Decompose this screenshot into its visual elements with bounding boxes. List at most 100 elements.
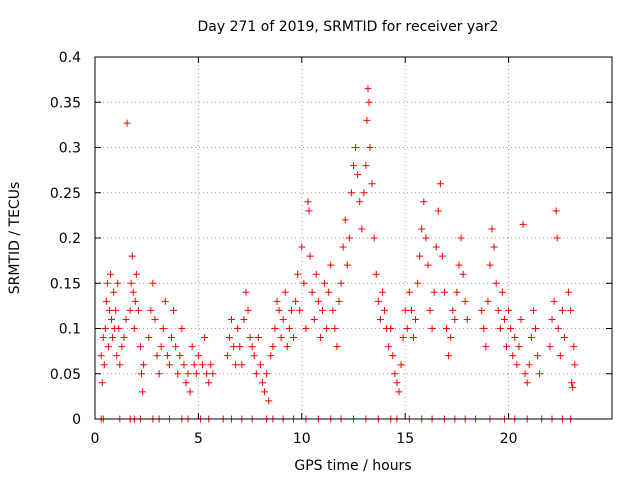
data-point	[128, 252, 136, 260]
data-point	[364, 85, 372, 93]
data-point	[99, 334, 107, 342]
data-point	[434, 207, 442, 215]
data-point	[306, 252, 314, 260]
y-tick-label: 0.15	[50, 276, 81, 292]
data-point	[316, 334, 324, 342]
x-tick-label: 20	[500, 431, 518, 447]
data-point	[376, 315, 384, 323]
data-point	[261, 388, 269, 396]
data-point	[567, 306, 575, 314]
data-point	[176, 352, 184, 360]
data-point	[252, 370, 260, 378]
data-point	[172, 343, 180, 351]
y-tick-label: 0.05	[50, 367, 81, 383]
data-point	[553, 234, 561, 242]
data-point	[238, 361, 246, 369]
data-point	[134, 306, 142, 314]
data-point	[345, 234, 353, 242]
data-point	[230, 343, 238, 351]
data-point	[331, 325, 339, 332]
grid-lines	[95, 57, 612, 419]
data-point	[401, 306, 409, 314]
data-point	[399, 334, 407, 342]
data-point	[254, 334, 262, 342]
x-tick-label: 10	[293, 431, 311, 447]
data-point	[263, 370, 271, 378]
y-tick-label: 0.25	[50, 186, 81, 202]
data-point	[365, 98, 373, 106]
data-point	[366, 144, 374, 151]
data-point	[430, 288, 438, 296]
data-point	[131, 297, 139, 305]
data-point	[225, 334, 233, 342]
data-point	[123, 119, 131, 127]
data-point	[409, 334, 417, 342]
data-point	[337, 279, 345, 287]
y-tick-label: 0.3	[59, 141, 81, 157]
data-point	[323, 325, 331, 332]
data-point	[552, 207, 560, 215]
data-point	[186, 388, 194, 396]
data-point	[556, 352, 564, 360]
data-point	[232, 361, 240, 369]
data-point	[362, 162, 370, 170]
data-point	[498, 288, 506, 296]
data-point	[395, 388, 403, 396]
data-point	[428, 325, 436, 332]
data-point	[358, 225, 366, 233]
data-point	[130, 325, 138, 332]
data-point	[279, 315, 287, 323]
data-point	[168, 334, 176, 342]
data-point	[412, 315, 420, 323]
data-point	[451, 315, 459, 323]
data-point	[554, 325, 562, 332]
data-point	[378, 288, 386, 296]
data-point	[102, 297, 110, 305]
data-point	[308, 288, 316, 296]
data-point	[519, 220, 527, 228]
data-point	[97, 352, 105, 360]
data-point	[188, 343, 196, 351]
data-point	[387, 325, 395, 332]
data-point	[139, 388, 147, 396]
data-point	[405, 288, 413, 296]
data-point	[488, 225, 496, 233]
data-point	[568, 379, 576, 387]
y-tick-label: 0	[72, 412, 81, 428]
data-point	[492, 279, 500, 287]
data-point	[397, 361, 405, 369]
data-point	[314, 297, 322, 305]
data-point	[113, 352, 121, 360]
data-point	[370, 234, 378, 242]
data-point	[505, 306, 513, 314]
data-point	[120, 334, 128, 342]
data-point	[163, 352, 171, 360]
data-point	[420, 198, 428, 206]
data-point	[416, 252, 424, 260]
data-point	[296, 306, 304, 314]
data-point	[242, 288, 250, 296]
y-tick-labels: 0 0.05 0.1 0.15 0.2 0.25 0.3 0.35 0.4	[50, 50, 81, 428]
data-point	[350, 162, 357, 170]
data-point	[114, 279, 122, 287]
data-point	[223, 352, 231, 360]
data-point	[440, 288, 448, 296]
data-point	[327, 261, 335, 269]
data-point	[180, 361, 188, 369]
data-point	[129, 288, 137, 296]
data-point	[503, 343, 511, 351]
data-point	[424, 261, 432, 269]
data-points	[97, 85, 579, 423]
data-point	[363, 116, 371, 124]
data-point	[443, 325, 451, 332]
data-point	[354, 171, 362, 179]
data-point	[283, 343, 291, 351]
data-point	[190, 361, 198, 369]
x-tick-label: 0	[91, 431, 100, 447]
data-point	[244, 306, 252, 314]
data-point	[517, 315, 525, 323]
data-point	[436, 180, 444, 188]
data-point	[455, 261, 463, 269]
data-point	[360, 189, 368, 197]
data-point	[374, 297, 382, 305]
